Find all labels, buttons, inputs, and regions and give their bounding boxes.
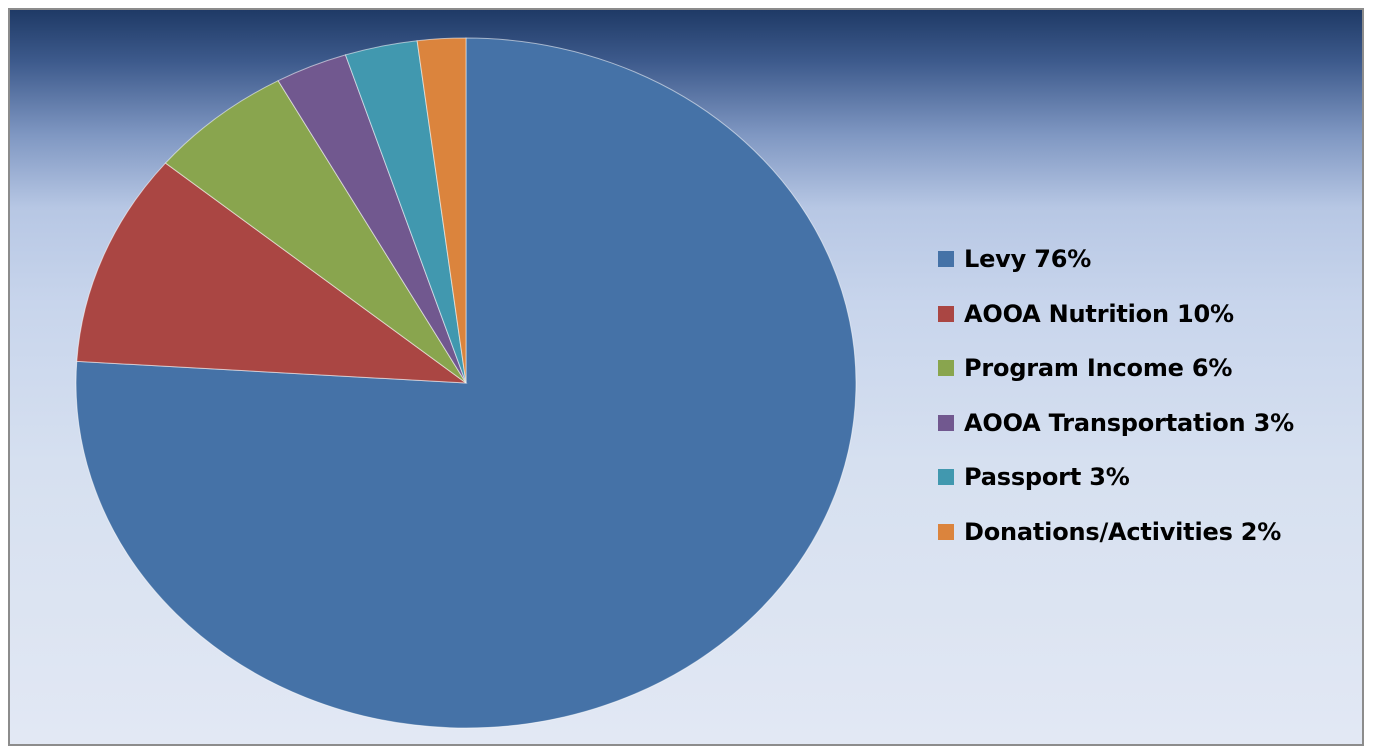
legend-swatch: [938, 414, 954, 431]
legend-label: AOOA Transportation 3%: [964, 408, 1294, 437]
legend-swatch: [938, 469, 954, 486]
chart-legend: Levy 76% AOOA Nutrition 10% Program Inco…: [938, 232, 1294, 559]
legend-swatch: [938, 305, 954, 322]
pie-chart: [75, 37, 857, 729]
legend-label: Passport 3%: [964, 463, 1130, 492]
pie-slice-3: [164, 80, 467, 384]
pie-slice-2: [76, 162, 468, 384]
legend-swatch: [938, 523, 954, 540]
legend-label: Program Income 6%: [964, 354, 1233, 383]
legend-item: Donations/Activities 2%: [938, 505, 1294, 560]
legend-swatch: [938, 360, 954, 377]
legend-label: Donations/Activities 2%: [964, 517, 1282, 546]
legend-swatch: [938, 251, 954, 268]
legend-label: AOOA Nutrition 10%: [964, 299, 1234, 328]
legend-item: AOOA Nutrition 10%: [938, 287, 1294, 342]
chart-area: Levy 76% AOOA Nutrition 10% Program Inco…: [8, 8, 1364, 746]
pie-slice-6: [416, 37, 467, 384]
legend-item: AOOA Transportation 3%: [938, 396, 1294, 451]
legend-label: Levy 76%: [964, 245, 1092, 274]
legend-item: Passport 3%: [938, 450, 1294, 505]
legend-item: Levy 76%: [938, 232, 1294, 287]
legend-item: Program Income 6%: [938, 341, 1294, 396]
